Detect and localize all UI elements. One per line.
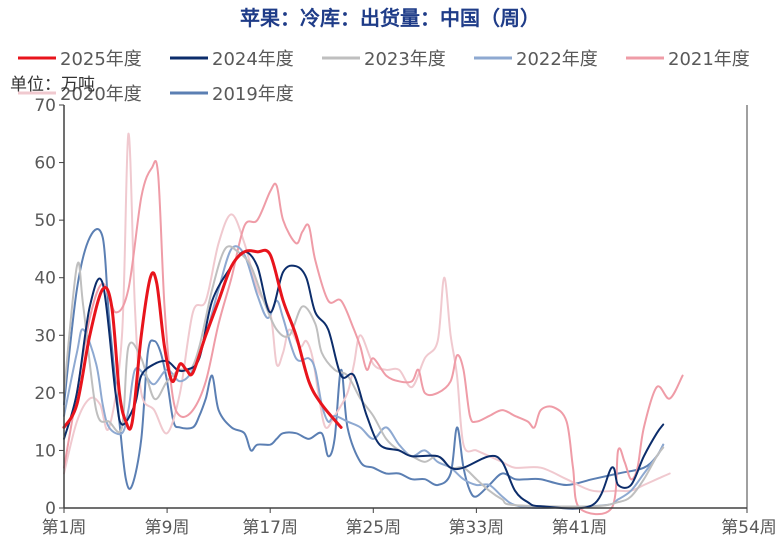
unit-label: 单位：万吨 [10,75,95,95]
chart-title: 苹果：冷库：出货量：中国（周） [240,6,540,30]
y-tick-label: 40 [34,269,56,289]
x-tick-label: 第41周 [552,518,608,538]
series-line-2021年度 [63,160,684,516]
legend-label: 2019年度 [212,84,294,105]
axes: 0 10 20 30 40 50 60 70 第1周 第9周 第17周 第25周 第33周 第41周 第54… [34,96,776,538]
plot-area [62,132,684,516]
y-tick-label: 0 [45,499,56,519]
legend: 2025年度 2024年度 2023年度 2022年度 2021年度 2020年度 2019… [18,49,750,105]
series-line-2025年度 [62,248,343,431]
legend-label: 2020年度 [60,84,142,105]
y-tick-label: 50 [34,211,56,231]
series-line-2024年度 [63,250,665,510]
y-tick-label: 60 [34,154,56,174]
series-line-2020年度 [63,132,671,493]
series-line-2022年度 [63,245,665,509]
legend-label: 2025年度 [60,49,142,70]
x-tick-label: 第9周 [145,518,190,538]
x-tick-label: 第25周 [345,518,401,538]
x-tick-label: 第33周 [449,518,505,538]
legend-label: 2023年度 [364,49,446,70]
y-tick-label: 70 [34,96,56,116]
x-tick-label: 第17周 [242,518,298,538]
x-tick-label: 第1周 [42,518,87,538]
series-line-2019年度 [63,228,665,498]
y-tick-label: 30 [34,326,56,346]
y-tick-label: 10 [34,441,56,461]
series-line-2023年度 [63,245,665,508]
x-tick-label: 第54周 [721,518,777,538]
y-tick-label: 20 [34,384,56,404]
legend-label: 2022年度 [516,49,598,70]
legend-label: 2024年度 [212,49,294,70]
legend-label: 2021年度 [668,49,750,70]
